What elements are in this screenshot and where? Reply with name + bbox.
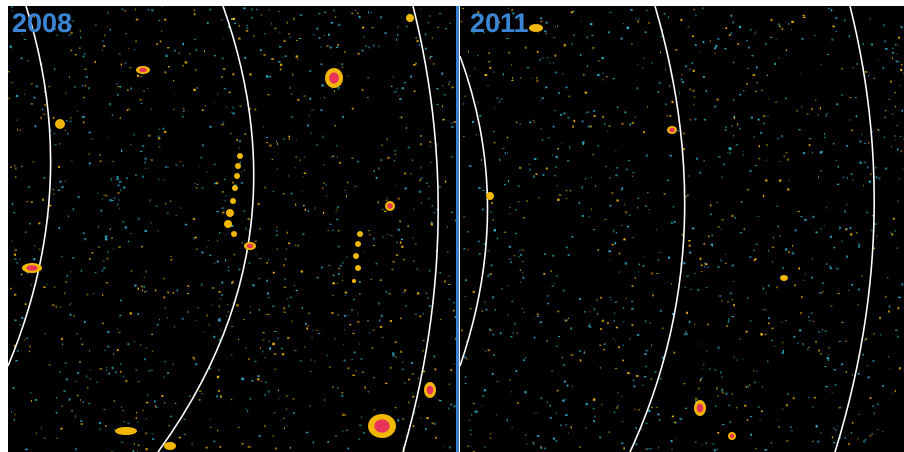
latitude-arc: [460, 55, 489, 367]
active-region-chain: [224, 153, 243, 237]
active-region: [780, 275, 788, 281]
panel-divider: [456, 6, 459, 452]
active-region: [406, 14, 414, 22]
active-region: [325, 68, 343, 88]
latitude-arc: [8, 6, 52, 367]
active-region: [385, 201, 395, 211]
active-region: [694, 400, 706, 416]
latitude-arc: [834, 6, 875, 452]
active-region: [55, 119, 65, 129]
magnetic-speckles: [460, 7, 904, 452]
latitude-arc: [157, 6, 255, 452]
active-region: [486, 192, 494, 200]
sunspot-map-2011: [460, 6, 904, 452]
panel-2008: 2008: [8, 6, 456, 452]
active-region: [115, 427, 137, 435]
active-region: [529, 24, 543, 32]
active-region: [22, 263, 42, 273]
active-region: [164, 442, 176, 450]
active-region-chain: [352, 231, 363, 283]
active-region: [424, 382, 436, 398]
active-region: [244, 242, 256, 250]
active-region: [728, 432, 736, 440]
year-label-2011: 2011: [470, 8, 529, 38]
latitude-arc: [402, 6, 440, 452]
panel-2011: 2011: [460, 6, 904, 452]
active-region: [368, 414, 396, 438]
active-region: [136, 66, 150, 74]
sunspot-map-2008: [8, 6, 456, 452]
active-region: [667, 126, 677, 134]
magnetic-speckles: [8, 6, 456, 452]
latitude-arc: [629, 6, 686, 452]
year-label-2008: 2008: [12, 8, 73, 38]
